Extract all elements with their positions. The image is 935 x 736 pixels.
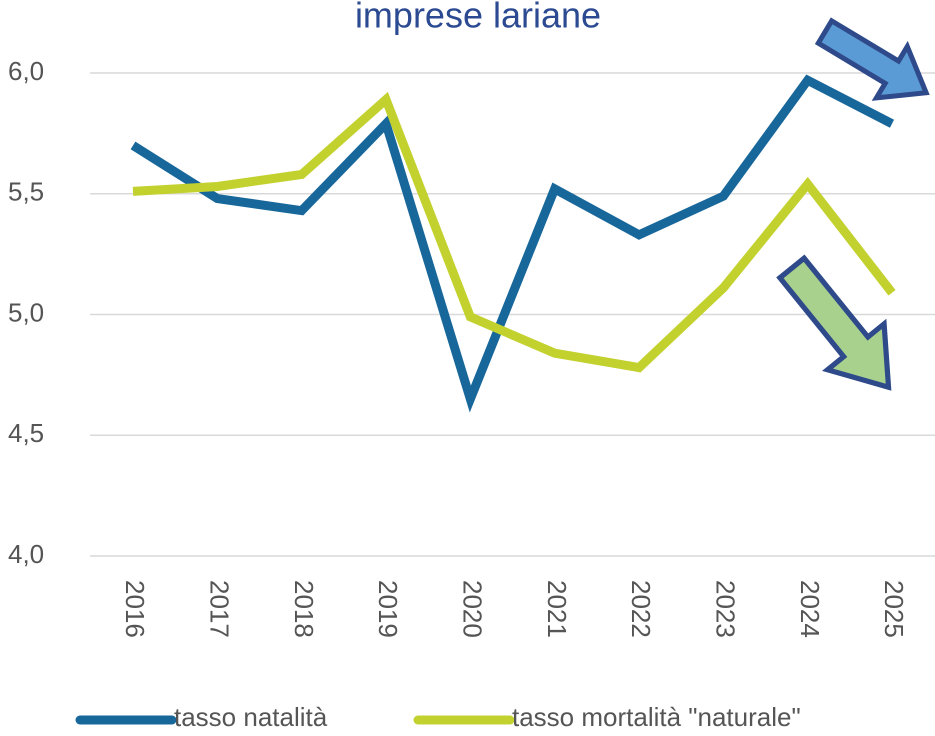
x-tick-label: 2022 bbox=[626, 580, 656, 638]
x-tick-label: 2017 bbox=[204, 580, 234, 638]
x-tick-label: 2023 bbox=[710, 580, 740, 638]
y-tick-label: 5,0 bbox=[8, 297, 44, 327]
x-tick-label: 2024 bbox=[795, 580, 825, 638]
x-tick-label: 2016 bbox=[120, 580, 150, 638]
data-line bbox=[130, 74, 895, 413]
legend-label: tasso natalità bbox=[174, 702, 328, 732]
y-tick-label: 4,0 bbox=[8, 539, 44, 569]
y-tick-label: 4,5 bbox=[8, 418, 44, 448]
y-tick-label: 6,0 bbox=[8, 56, 44, 86]
green-arrow bbox=[776, 254, 892, 391]
blue-arrow bbox=[814, 17, 930, 101]
x-tick-label: 2019 bbox=[373, 580, 403, 638]
x-tick-label: 2020 bbox=[457, 580, 487, 638]
x-tick-label: 2021 bbox=[542, 580, 572, 638]
chart-title: imprese lariane bbox=[355, 0, 601, 36]
data-line bbox=[132, 91, 896, 373]
x-tick-label: 2018 bbox=[289, 580, 319, 638]
x-tick-label: 2025 bbox=[879, 580, 909, 638]
legend-label: tasso mortalità "naturale" bbox=[512, 702, 801, 732]
y-tick-label: 5,5 bbox=[8, 177, 44, 207]
